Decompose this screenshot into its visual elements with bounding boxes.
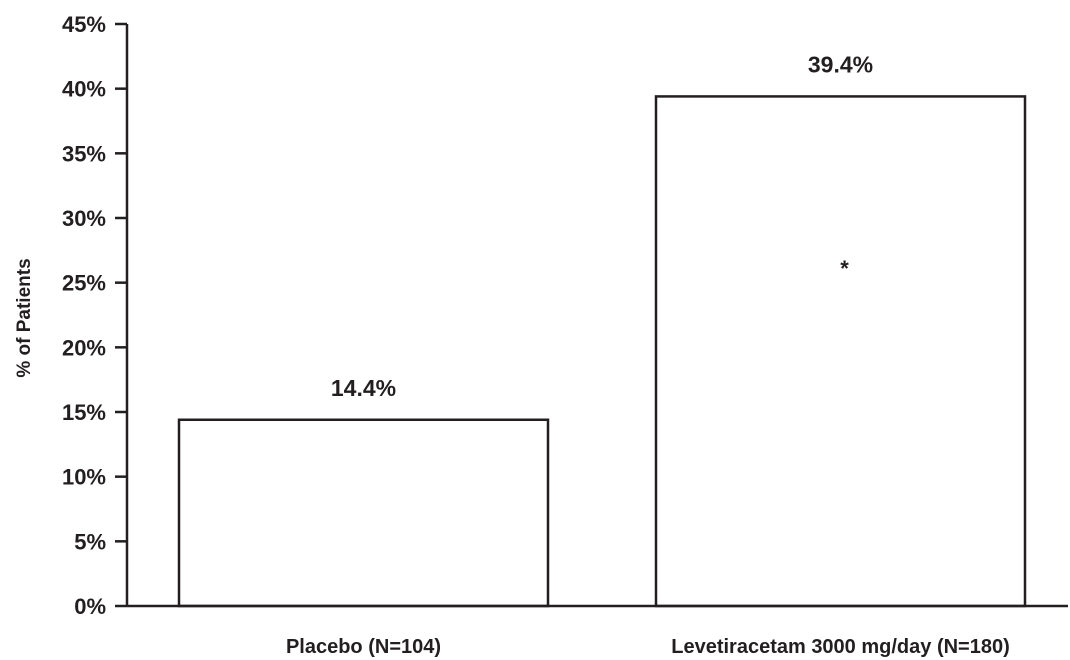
y-tick-label: 20%: [62, 335, 106, 360]
y-axis-ticks: 0% 5% 10% 15% 20% 25% 30% 35% 40% 45%: [62, 12, 127, 619]
y-tick-label: 0%: [74, 594, 106, 619]
y-tick-label: 30%: [62, 206, 106, 231]
x-axis-labels: Placebo (N=104) Levetiracetam 3000 mg/day…: [286, 636, 1010, 658]
y-tick-label: 40%: [62, 77, 106, 102]
y-tick-label: 45%: [62, 12, 106, 37]
data-label: 14.4%: [331, 375, 396, 401]
y-axis-title: % of Patients: [14, 258, 35, 377]
y-tick-label: 25%: [62, 271, 106, 296]
bars: [177, 95, 1027, 608]
y-tick-label: 15%: [62, 400, 106, 425]
bar: [654, 95, 1027, 608]
y-tick-label: 35%: [62, 141, 106, 166]
annotations: *: [840, 256, 849, 281]
bar: [177, 418, 550, 608]
y-tick-label: 5%: [74, 529, 106, 554]
x-tick-label: Levetiracetam 3000 mg/day (N=180): [671, 636, 1010, 658]
significance-marker: *: [840, 256, 849, 281]
x-tick-label: Placebo (N=104): [286, 636, 441, 658]
data-labels: 14.4% 39.4%: [331, 51, 873, 400]
data-label: 39.4%: [808, 51, 873, 77]
y-tick-label: 10%: [62, 465, 106, 490]
